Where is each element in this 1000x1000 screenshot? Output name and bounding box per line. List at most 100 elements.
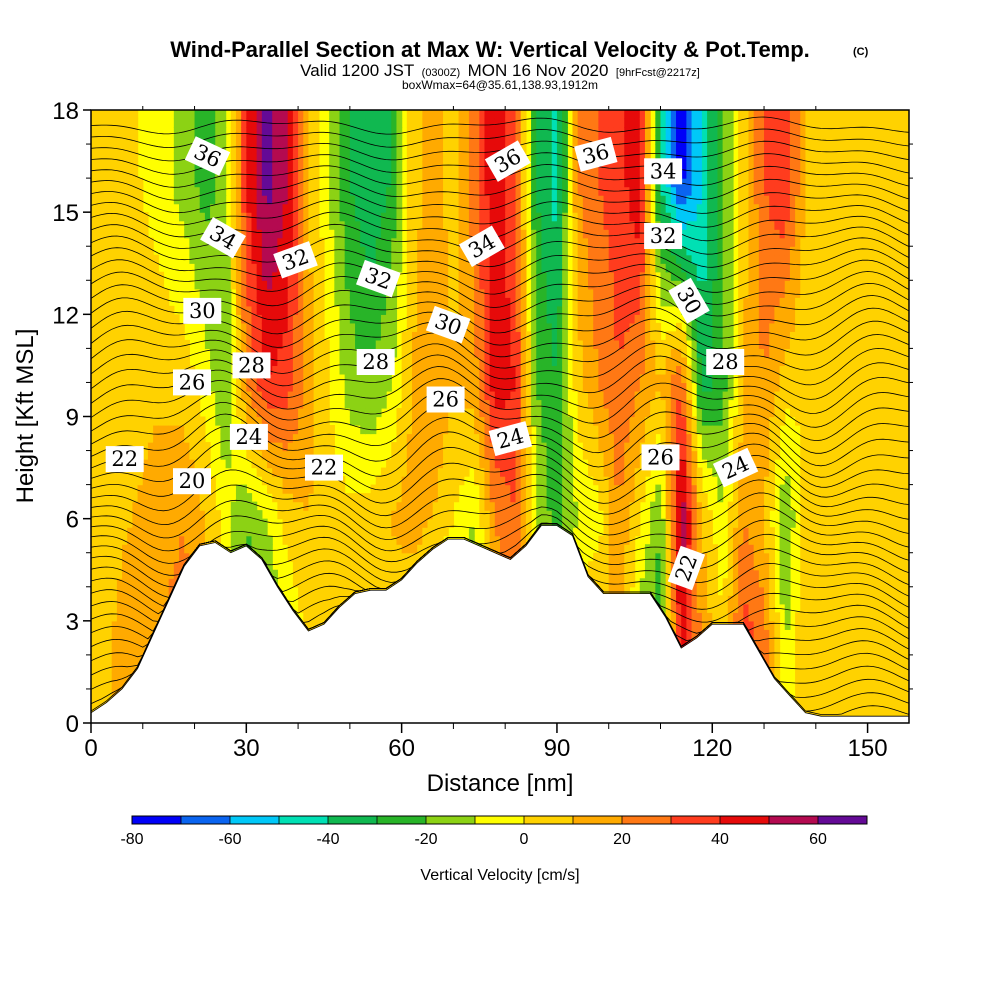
velocity-cell [267,535,273,545]
velocity-cell [344,314,351,324]
velocity-cell [494,314,501,324]
velocity-cell [96,399,102,409]
velocity-cell [298,476,304,486]
velocity-cell [111,680,118,690]
velocity-cell [199,212,206,222]
velocity-cell [127,356,134,367]
velocity-cell [194,237,201,247]
velocity-cell [417,450,423,460]
velocity-cell [111,603,118,613]
velocity-cell [313,263,320,273]
velocity-cell [147,561,154,571]
velocity-cell [458,297,465,307]
velocity-cell [158,399,165,409]
velocity-cell [179,493,185,503]
velocity-cell [179,425,185,435]
velocity-cell [96,186,102,196]
velocity-cell [267,450,273,460]
velocity-cell [189,229,196,239]
velocity-cell [360,246,366,256]
velocity-cell [246,135,253,145]
velocity-cell [500,178,506,188]
velocity-cell [153,578,159,588]
velocity-cell [411,331,418,341]
velocity-cell [448,288,455,298]
velocity-cell [468,220,475,230]
velocity-cell [158,518,165,528]
velocity-cell [298,331,304,341]
velocity-cell [474,390,480,401]
velocity-cell [448,178,455,188]
velocity-cell [375,195,382,205]
velocity-cell [256,339,263,349]
velocity-cell [267,178,273,188]
velocity-cell [189,195,196,205]
velocity-cell [173,518,180,528]
velocity-cell [267,331,273,341]
velocity-cell [380,322,387,332]
velocity-cell [370,322,377,332]
velocity-cell [272,314,278,324]
velocity-cell [375,152,382,162]
velocity-cell [411,169,418,179]
velocity-cell [122,186,128,196]
velocity-cell [163,305,170,315]
velocity-cell [147,586,154,596]
velocity-cell [298,373,304,384]
velocity-cell [318,373,325,384]
velocity-cell [391,288,398,298]
velocity-cell [489,476,496,486]
velocity-cell [101,110,108,120]
velocity-cell [484,186,491,196]
velocity-cell [220,365,227,375]
velocity-cell [339,305,346,315]
velocity-cell [122,390,128,401]
velocity-cell [116,339,123,349]
velocity-cell [432,356,439,367]
velocity-cell [111,212,118,222]
velocity-cell [468,322,475,332]
velocity-cell [91,390,97,401]
velocity-cell [375,493,382,503]
velocity-cell [101,518,108,528]
velocity-cell [230,144,237,154]
velocity-cell [287,280,294,290]
velocity-cell [101,127,108,137]
velocity-cell [267,246,273,256]
velocity-cell [443,339,449,349]
velocity-cell [116,348,123,358]
velocity-cell [308,186,315,196]
velocity-cell [427,535,434,545]
velocity-cell [137,263,144,273]
velocity-cell [318,612,325,622]
velocity-cell [251,135,258,145]
velocity-cell [292,382,299,392]
velocity-cell [235,178,242,188]
velocity-cell [318,561,325,571]
velocity-cell [241,510,247,520]
velocity-cell [96,561,102,571]
velocity-cell [468,373,475,384]
velocity-cell [406,544,413,554]
velocity-cell [142,305,149,315]
velocity-cell [386,527,392,537]
velocity-cell [147,390,154,401]
velocity-cell [116,390,123,401]
velocity-cell [122,271,128,281]
velocity-cell [417,433,423,443]
velocity-cell [277,356,284,367]
velocity-cell [230,535,237,545]
velocity-cell [272,135,278,145]
velocity-cell [292,271,299,281]
velocity-cell [474,169,480,179]
velocity-cell [91,178,97,188]
velocity-cell [474,322,480,332]
velocity-cell [127,152,134,162]
velocity-cell [355,237,361,247]
velocity-cell [251,390,258,401]
velocity-cell [292,399,299,409]
velocity-cell [308,203,315,213]
velocity-cell [267,314,273,324]
velocity-cell [137,510,144,520]
velocity-cell [401,510,408,520]
